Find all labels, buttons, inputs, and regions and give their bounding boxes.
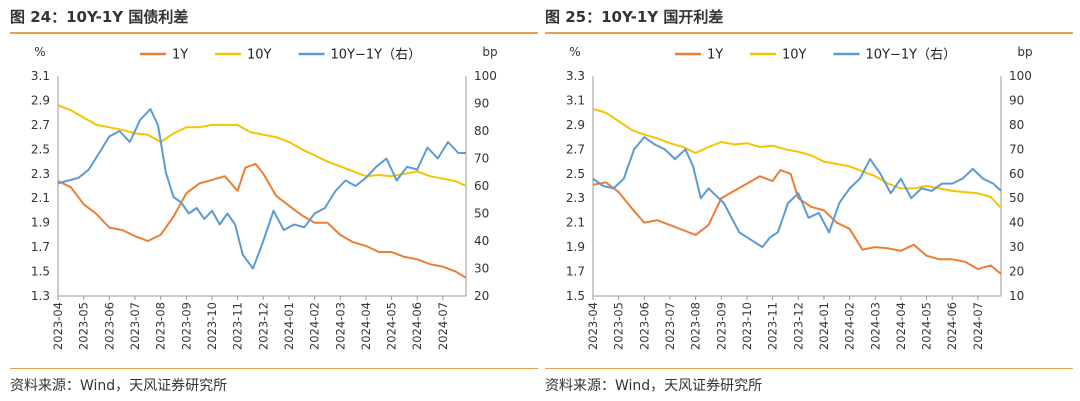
x-tick-label: 2024-07 [436,302,450,350]
left-tick-label: 2.5 [31,142,50,156]
x-tick-label: 2024-07 [971,302,985,350]
x-tick-label: 2023-09 [714,302,728,350]
x-tick-label: 2023-06 [102,302,116,350]
x-tick-label: 2023-11 [231,302,245,350]
source-note: 资料来源：Wind，天风证券研究所 [545,378,763,394]
x-tick-label: 2023-06 [637,302,651,350]
left-tick-label: 3.3 [566,69,585,83]
left-tick-label: 1.5 [31,265,50,279]
x-tick-label: 2023-12 [791,302,805,350]
legend-label-ten_year: 10Y [782,48,807,63]
right-tick-label: 10 [1009,289,1024,303]
x-tick-label: 2023-08 [154,302,168,350]
right-tick-label: 60 [474,179,489,193]
x-tick-label: 2023-10 [740,302,754,350]
left-tick-label: 2.7 [31,118,50,132]
right-tick-label: 40 [1009,216,1024,230]
series-line-one_year [57,163,467,279]
chart-title: 图 25：10Y-1Y 国开利差 [545,8,724,26]
left-tick-label: 1.7 [566,265,585,279]
right-axis-unit: bp [482,45,497,59]
x-tick-label: 2024-06 [945,302,959,350]
series-line-ten_year [57,104,467,187]
x-tick-label: 2023-04 [586,302,600,350]
right-tick-label: 100 [474,69,497,83]
left-tick-label: 1.7 [31,240,50,254]
source-divider [545,368,1073,369]
left-tick-label: 1.5 [566,289,585,303]
x-tick-label: 2023-07 [128,302,142,350]
x-tick-label: 2024-02 [308,302,322,350]
right-tick-label: 70 [1009,142,1024,156]
left-tick-label: 2.3 [31,167,50,181]
right-tick-label: 30 [1009,240,1024,254]
x-tick-label: 2024-06 [410,302,424,350]
left-tick-label: 1.9 [31,216,50,230]
legend-label-ten_year: 10Y [247,48,272,63]
x-tick-label: 2024-03 [333,302,347,350]
left-tick-label: 2.7 [566,142,585,156]
left-tick-label: 3.1 [566,93,585,107]
x-tick-label: 2024-01 [282,302,296,350]
source-note: 资料来源：Wind，天风证券研究所 [10,378,228,394]
x-tick-label: 2024-03 [868,302,882,350]
left-tick-label: 2.5 [566,167,585,181]
legend-label-spread: 10Y−1Y（右） [331,48,422,63]
legend-label-one_year: 1Y [172,48,188,63]
left-tick-label: 1.9 [566,240,585,254]
chart-25: % bp 3.3 3.1 2.9 2.7 2.5 2.3 2.1 1.9 1.7 1.5 100 90 80… [566,45,1033,350]
left-axis-unit: % [34,45,45,59]
series-line-spread [592,136,1002,249]
x-tick-label: 2023-09 [179,302,193,350]
right-tick-label: 90 [474,97,489,111]
right-tick-label: 50 [1009,191,1024,205]
right-tick-label: 80 [474,124,489,138]
x-tick-label: 2023-10 [205,302,219,350]
x-tick-label: 2023-05 [77,302,91,350]
right-axis-unit: bp [1017,45,1032,59]
right-tick-label: 20 [474,289,489,303]
x-tick-label: 2024-02 [843,302,857,350]
x-tick-label: 2023-07 [663,302,677,350]
left-tick-label: 2.9 [566,118,585,132]
left-tick-label: 2.1 [31,191,50,205]
left-axis-unit: % [569,45,580,59]
left-tick-label: 2.9 [31,93,50,107]
right-tick-label: 80 [1009,118,1024,132]
source-divider [10,368,538,369]
left-tick-label: 3.1 [31,69,50,83]
x-tick-label: 2024-01 [817,302,831,350]
title-divider [545,32,1073,34]
legend-label-spread: 10Y−1Y（右） [866,48,957,63]
x-tick-label: 2024-05 [920,302,934,350]
left-tick-label: 1.3 [31,289,50,303]
right-tick-label: 40 [474,234,489,248]
series-line-one_year [592,169,1002,275]
left-tick-label: 2.1 [566,216,585,230]
x-tick-label: 2024-05 [385,302,399,350]
x-tick-label: 2023-05 [612,302,626,350]
x-tick-label: 2024-04 [894,302,908,350]
right-tick-label: 20 [1009,265,1024,279]
x-tick-label: 2023-08 [689,302,703,350]
right-tick-label: 30 [474,262,489,276]
right-tick-label: 50 [474,207,489,221]
right-tick-label: 100 [1009,69,1032,83]
x-tick-label: 2023-04 [51,302,65,350]
legend-label-one_year: 1Y [707,48,723,63]
right-tick-label: 90 [1009,93,1024,107]
title-divider [10,32,538,34]
x-tick-label: 2023-11 [766,302,780,350]
series-line-spread [57,108,466,270]
right-tick-label: 60 [1009,167,1024,181]
x-tick-label: 2024-04 [359,302,373,350]
chart-panel-25: 图 25：10Y-1Y 国开利差 % bp 3.3 3.1 2.9 2.7 2.5 2.3 2.… [545,0,1075,401]
x-tick-label: 2023-12 [256,302,270,350]
left-tick-label: 2.3 [566,191,585,205]
chart-panel-24: 图 24：10Y-1Y 国债利差 % bp 3.1 2.9 2.7 2.5 2.3 2.1 1.… [10,0,540,401]
chart-24: % bp 3.1 2.9 2.7 2.5 2.3 2.1 1.9 1.7 1.5 1.3 100 90 80… [31,45,498,350]
right-tick-label: 70 [474,152,489,166]
chart-title: 图 24：10Y-1Y 国债利差 [10,8,189,26]
